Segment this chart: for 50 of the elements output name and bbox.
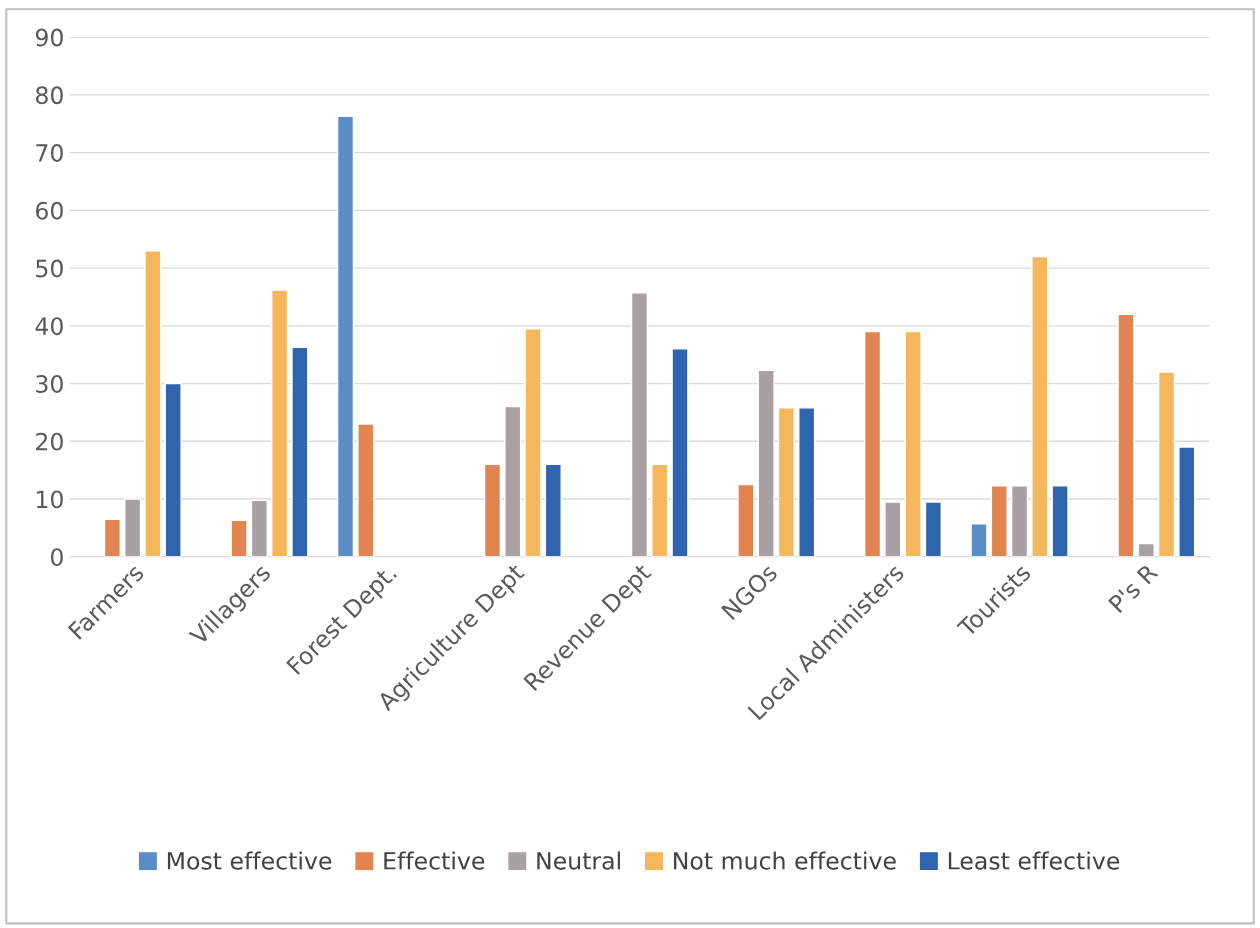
y-tick-label: 90 [35,28,63,47]
bar [504,405,522,557]
y-tick-label: 30 [36,375,63,393]
bar [291,346,309,557]
legend-label: Least effective [948,851,1120,870]
bar [970,523,988,557]
bar [230,519,248,557]
bar [336,115,355,557]
bar [737,483,755,557]
bar [1010,485,1029,557]
bar [1031,255,1049,557]
bar [357,423,375,557]
y-tick-label: 70 [36,144,63,162]
bar [544,463,562,557]
bar [1137,542,1155,557]
bar [103,518,121,557]
bar [124,498,142,557]
y-tick-label: 0 [50,548,63,567]
legend-label: Most effective [167,851,332,870]
bar [164,382,182,557]
y-tick-label: 40 [35,317,63,336]
bar [1117,313,1135,557]
x-tick-label: P's R [1108,562,1159,614]
bar [777,407,796,557]
bar [250,499,268,557]
legend-label: Effective [384,851,485,870]
bar [483,463,502,557]
bar [651,463,669,557]
bar [144,250,162,557]
bar [1178,446,1196,557]
bar [271,289,289,557]
bar [798,407,816,557]
bar [671,348,689,557]
bar [757,369,775,557]
y-tick-label: 60 [36,201,63,220]
y-tick-label: 80 [35,86,63,105]
bar [863,330,882,557]
bar [524,328,542,557]
y-tick-label: 10 [36,490,63,509]
bar [924,501,942,557]
legend-label: Neutral [537,851,620,870]
bar [990,485,1008,557]
bar [884,501,902,557]
bar [904,330,922,557]
legend-label: Not much effective [674,851,896,870]
y-tick-label: 50 [36,259,63,278]
bar [1051,485,1069,557]
bar [1157,371,1176,557]
bar [630,292,649,557]
y-tick-label: 20 [36,432,63,451]
